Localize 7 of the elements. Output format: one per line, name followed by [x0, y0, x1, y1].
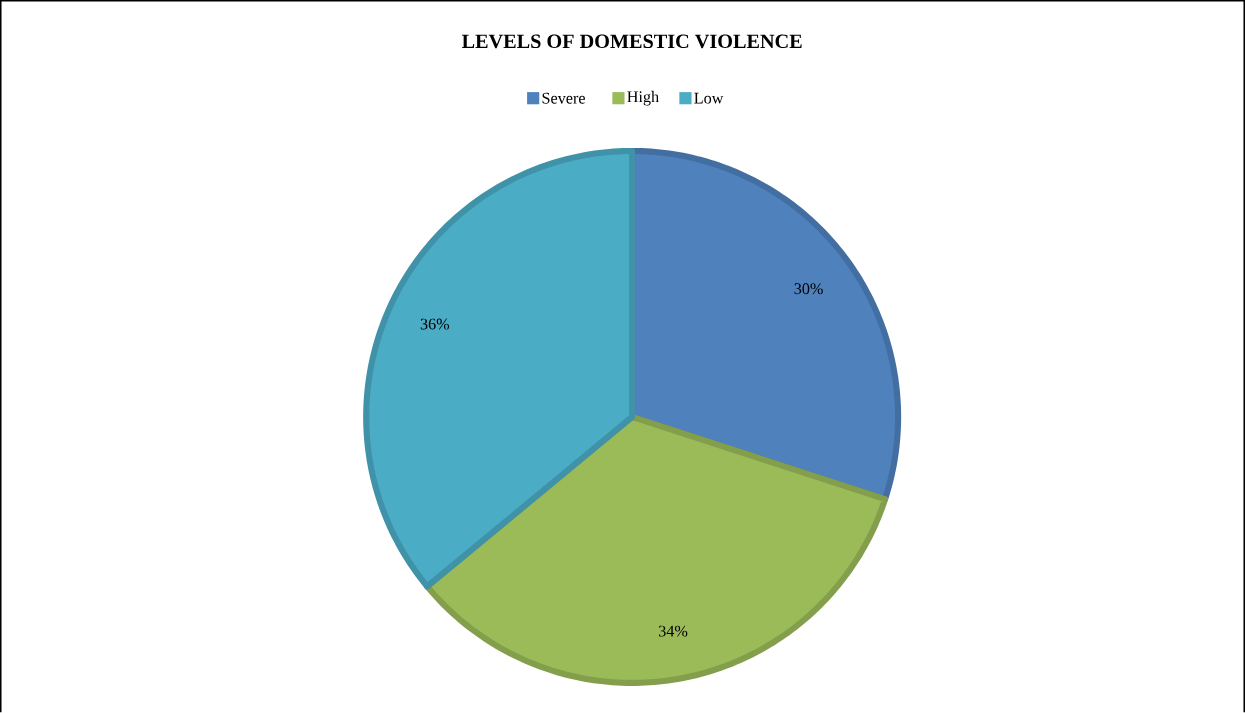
data-label: 36% [420, 318, 450, 330]
legend-label: Low [694, 92, 724, 104]
data-label: 34% [659, 625, 688, 637]
legend-label: Severe [542, 92, 585, 104]
chart-title: LEVELS OF DOMESTIC VIOLENCE [461, 34, 802, 49]
data-label: 30% [794, 283, 823, 295]
legend-label: High [627, 90, 659, 106]
